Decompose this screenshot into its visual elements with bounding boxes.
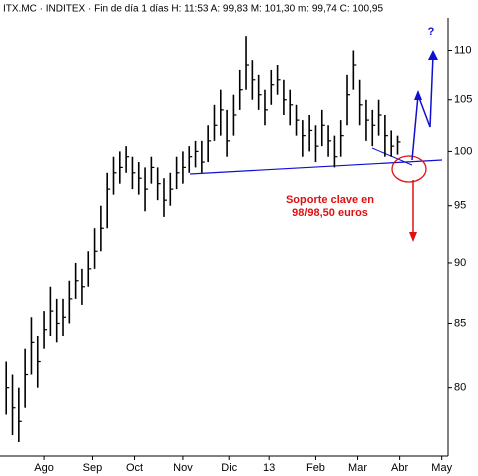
y-tick-label: 95 <box>454 200 466 212</box>
chart-title: ITX.MC · INDITEX · Fin de día 1 días H: … <box>3 4 383 15</box>
y-tick-label: 100 <box>454 145 472 157</box>
arrow-head <box>428 50 438 60</box>
x-tick-label: May <box>431 462 452 474</box>
y-tick-label: 110 <box>454 44 472 56</box>
x-tick-label: Ago <box>34 462 54 474</box>
annotation: Soporte clave en <box>286 194 374 206</box>
arrow-head <box>414 90 422 100</box>
x-tick-label: 13 <box>263 462 275 474</box>
arrow-head <box>409 232 417 242</box>
annotation: ? <box>428 26 435 38</box>
y-tick-label: 105 <box>454 94 472 106</box>
support-line <box>189 159 443 175</box>
annotation: 98/98,50 euros <box>292 207 368 219</box>
highlight-circle <box>391 155 427 183</box>
trend-line <box>371 147 413 166</box>
x-tick-label: Feb <box>306 462 325 474</box>
y-tick-label: 90 <box>454 257 466 269</box>
x-tick-label: Dic <box>221 462 237 474</box>
x-tick-label: Nov <box>173 462 193 474</box>
x-tick-label: Sep <box>83 462 103 474</box>
y-tick-label: 80 <box>454 382 466 394</box>
x-tick-label: Mar <box>348 462 367 474</box>
x-tick-label: Abr <box>391 462 408 474</box>
y-tick-label: 85 <box>454 317 466 329</box>
x-tick-label: Oct <box>126 462 143 474</box>
projection-arrow-up <box>411 54 434 161</box>
